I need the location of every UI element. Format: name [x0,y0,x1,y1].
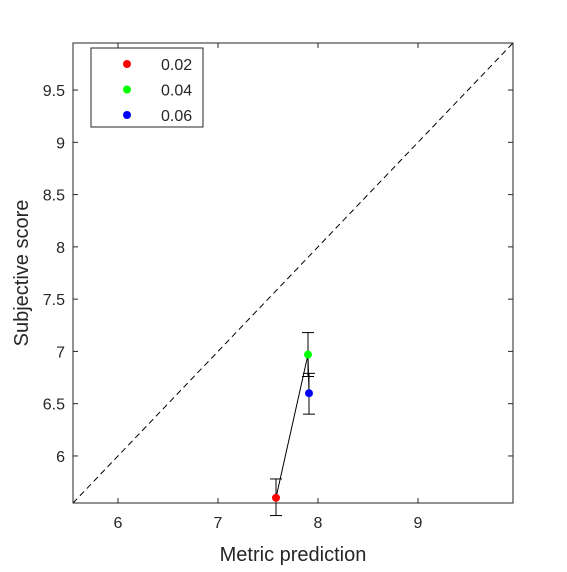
legend-label: 0.06 [161,108,192,125]
legend: 0.02 0.04 0.06 [90,47,204,128]
legend-label: 0.04 [161,83,192,100]
reference-diagonal-line [73,43,513,503]
data-point-0.02 [272,493,280,502]
y-tick-label: 7 [56,344,65,361]
x-tick-label: 9 [414,515,423,532]
x-tick-label: 8 [314,515,323,532]
reference-line-layer [73,43,513,503]
data-point-0.04 [304,350,312,359]
y-axis-label: Subjective score [11,200,33,347]
y-tick-label: 8 [56,240,65,257]
legend-marker-0.04 [123,85,131,94]
y-tick-label: 7.5 [43,292,65,309]
tick-layer: 6 7 8 9 6 6.5 7 7.5 8 8.5 9 9.5 [43,43,513,532]
x-axis-label: Metric prediction [220,544,367,566]
legend-marker-0.02 [123,60,131,68]
legend-box [90,47,204,128]
y-tick-label: 6.5 [43,397,65,414]
legend-marker-0.06 [123,111,131,119]
marker-layer [272,350,313,502]
plot-frame [72,42,514,504]
data-point-0.06 [305,389,313,398]
y-tick-label: 6 [56,449,65,466]
legend-label: 0.02 [161,57,192,74]
y-tick-label: 9 [56,135,65,152]
x-tick-label: 6 [114,515,123,532]
y-tick-label: 9.5 [43,83,65,100]
x-tick-label: 7 [214,515,223,532]
y-tick-label: 8.5 [43,188,65,205]
